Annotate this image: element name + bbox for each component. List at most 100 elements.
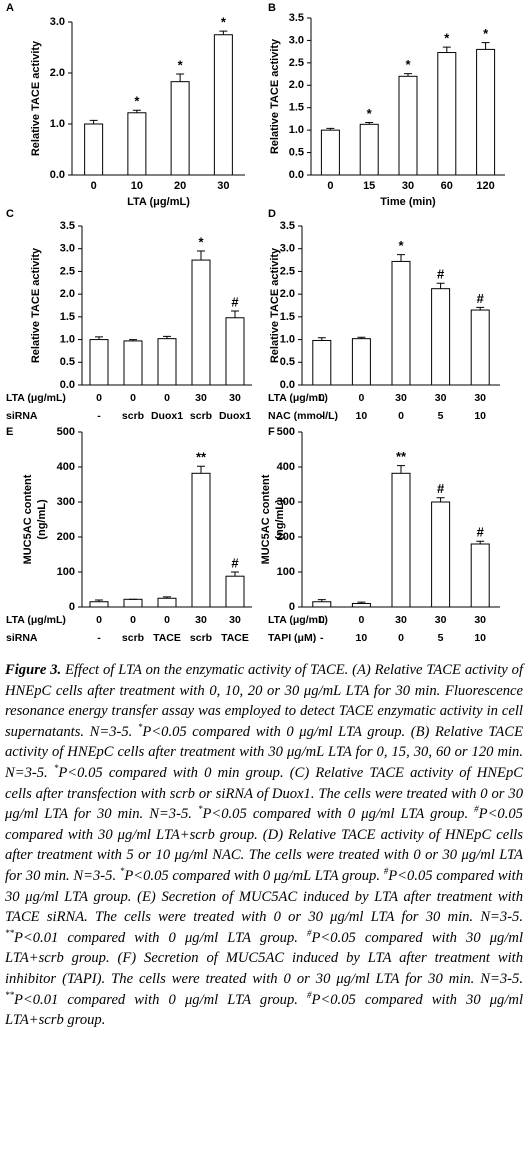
caption-text: P<0.05 compared with 30 μg/ml LTA group.…	[5, 867, 523, 926]
bar	[89, 339, 109, 386]
significance-mark: *	[444, 31, 450, 46]
y-tick-label: 0	[289, 601, 295, 613]
caption-text: P<0.05 compared with 0 μg/mL LTA group.	[124, 867, 384, 884]
y-tick-label: 3.0	[50, 16, 65, 28]
y-tick-label: 300	[277, 496, 295, 508]
error-bar	[163, 596, 171, 599]
x-tick-label: 5	[438, 632, 444, 644]
bar	[191, 259, 211, 386]
x-tick-label: scrb	[122, 410, 144, 422]
bar	[476, 48, 496, 176]
x-tick-label: 0	[96, 614, 102, 626]
error-bar	[357, 601, 366, 604]
x-tick-label: 0	[164, 392, 170, 404]
x-tick-label: 30	[195, 392, 207, 404]
y-tick-label: 3.0	[60, 243, 75, 255]
x-tick-label: 30	[402, 180, 414, 192]
x-axis-label: LTA (μg/mL)	[127, 196, 190, 208]
significance-mark: *	[367, 106, 373, 121]
y-axis-label: Relative TACE activity	[269, 38, 281, 154]
x-tick-label: 120	[476, 180, 494, 192]
error-bar	[317, 337, 326, 341]
bar	[225, 575, 245, 608]
bar	[470, 543, 490, 608]
x-tick-label: 30	[395, 392, 407, 404]
x-tick-label: 30	[395, 614, 407, 626]
x-tick-label: TACE	[153, 632, 181, 644]
x-tick-label: 10	[131, 180, 143, 192]
caption-superscript: #	[306, 927, 312, 938]
x-tick-label: 60	[441, 180, 453, 192]
error-bar	[397, 254, 405, 262]
x-tick-label: Duox1	[219, 410, 251, 422]
bar	[89, 601, 109, 608]
y-tick-label: 500	[277, 426, 295, 438]
caption-text: P<0.05 compared with 30 μg/ml LTA+scrb g…	[5, 929, 523, 987]
x-tick-label: 0	[130, 614, 136, 626]
x-tick-label: 0	[164, 614, 170, 626]
error-bar	[476, 540, 485, 544]
bar	[123, 340, 143, 386]
x-tick-label: 0	[398, 632, 404, 644]
bar	[123, 598, 143, 608]
x-tick-label: scrb	[190, 632, 212, 644]
bar	[359, 123, 379, 176]
error-bar	[231, 571, 239, 577]
row-label: TAPI (μM)	[268, 632, 316, 644]
row-label: siRNA	[6, 410, 38, 422]
x-tick-label: 0	[327, 180, 333, 192]
bar	[470, 309, 490, 386]
bar	[213, 34, 233, 176]
x-tick-label: 30	[474, 614, 486, 626]
y-tick-label: 400	[57, 461, 75, 473]
y-tick-label: 0.5	[280, 356, 295, 368]
error-bar	[176, 73, 185, 82]
y-axis-label: MUC5AC content	[22, 474, 34, 564]
error-bar	[95, 336, 103, 340]
y-tick-label: 0.5	[60, 356, 75, 368]
error-bar	[476, 306, 485, 311]
panel-letter: E	[6, 426, 13, 438]
error-bar	[481, 42, 490, 50]
x-tick-label: -	[97, 410, 101, 422]
error-bar	[317, 599, 326, 602]
significance-mark: *	[398, 238, 404, 253]
significance-mark: *	[483, 26, 489, 41]
caption-text: P<0.05 compared with 30 μg/ml LTA+scrb g…	[5, 806, 523, 884]
x-tick-label: scrb	[190, 410, 212, 422]
x-tick-label: -	[97, 632, 101, 644]
y-tick-label: 0.0	[280, 379, 295, 391]
y-tick-label: 500	[57, 426, 75, 438]
x-tick-label: 30	[474, 392, 486, 404]
bar	[127, 112, 147, 176]
y-tick-label: 1.0	[280, 333, 295, 345]
bar	[351, 338, 371, 386]
x-tick-label: -	[320, 410, 324, 422]
x-tick-label: 10	[474, 410, 486, 422]
bar	[157, 597, 177, 608]
y-axis-label: Relative TACE activity	[30, 247, 42, 363]
caption-text: Effect of LTA on the enzymatic activity …	[5, 662, 523, 740]
caption-superscript: **	[5, 927, 14, 938]
error-bar	[197, 250, 205, 261]
bar	[351, 603, 371, 608]
y-tick-label: 2.5	[280, 265, 295, 277]
bar	[398, 75, 418, 176]
caption-superscript: **	[5, 989, 14, 1000]
bar	[312, 339, 332, 386]
x-tick-label: 0	[358, 392, 364, 404]
row-label: NAC (mmol/L)	[268, 410, 338, 422]
significance-mark: *	[198, 234, 204, 249]
y-tick-label: 0.0	[289, 169, 304, 181]
x-tick-label: 15	[363, 180, 375, 192]
y-tick-label: 2.0	[60, 288, 75, 300]
x-tick-label: 0	[91, 180, 97, 192]
x-tick-label: 0	[319, 614, 325, 626]
x-tick-label: 0	[398, 410, 404, 422]
x-tick-label: 0	[358, 614, 364, 626]
caption-text: P<0.05 compared with 0 min group. (C) Re…	[5, 764, 523, 823]
error-bar	[357, 336, 366, 339]
bar	[170, 81, 190, 176]
x-tick-label: 30	[229, 392, 241, 404]
caption: Figure 3. Effect of LTA on the enzymatic…	[5, 660, 523, 1031]
